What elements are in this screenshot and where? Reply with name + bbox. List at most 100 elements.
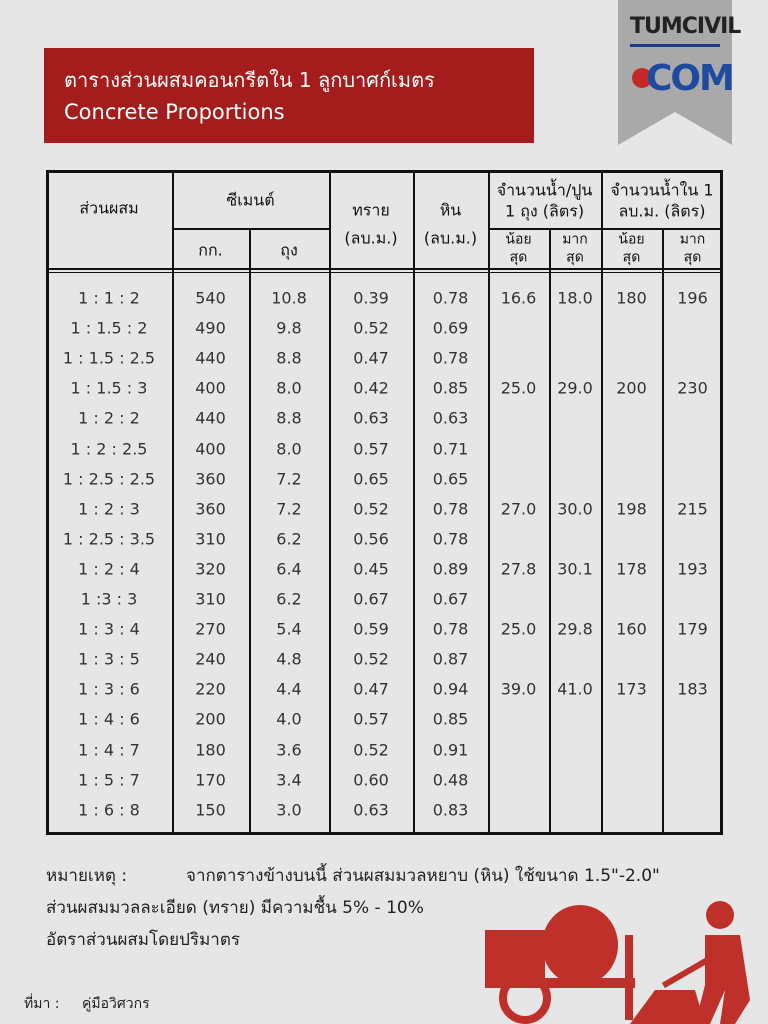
- table-cell: 240: [195, 649, 226, 669]
- mix-ratio: 1 : 6 : 8: [78, 800, 140, 820]
- table-cell: 0.78: [432, 529, 469, 549]
- table-cell: 0.57: [353, 439, 389, 458]
- title-box: ตารางส่วนผสมคอนกรีตใน 1 ลูกบาศก์เมตร Con…: [44, 48, 534, 143]
- table-cell: 0.45: [353, 559, 389, 579]
- header-cell: จำนวนน้ำ/ปูน: [496, 180, 593, 200]
- mix-ratio: 1 : 1.5 : 2.5: [62, 348, 156, 368]
- source-label: ที่มา :: [24, 996, 60, 1012]
- table-cell: 173: [616, 679, 647, 699]
- table-cell: 27.0: [500, 499, 537, 519]
- table-rule: [601, 170, 603, 835]
- table-cell: 0.59: [353, 619, 389, 639]
- table-cell: 0.48: [432, 770, 469, 790]
- table-cell: 180: [195, 740, 226, 759]
- table-cell: 0.60: [353, 770, 389, 790]
- table-cell: 198: [616, 499, 647, 519]
- mix-ratio: 1 : 5 : 7: [78, 770, 140, 790]
- table-cell: 0.47: [353, 348, 389, 368]
- table-cell: 193: [677, 559, 708, 579]
- header-cell: กก.: [198, 240, 223, 260]
- table-rule: [488, 170, 490, 835]
- table-cell: 0.67: [353, 589, 389, 609]
- table-cell: 3.4: [276, 770, 302, 790]
- mix-ratio: 1 : 2 : 2: [78, 408, 140, 428]
- table-cell: 25.0: [500, 378, 537, 398]
- table-cell: 0.85: [432, 378, 469, 398]
- header-cell: จำนวนน้ำใน 1: [610, 180, 714, 200]
- table-cell: 7.2: [276, 469, 302, 489]
- table-cell: 0.63: [432, 408, 469, 428]
- table-cell: 8.0: [276, 378, 302, 398]
- table-cell: 0.47: [353, 679, 389, 699]
- table-cell: 160: [616, 619, 647, 639]
- table: ส่วนผสม ซีเมนต์ กก. ถุง ทราย (ลบ.ม.) หิน (ลบ.ม.…: [46, 170, 723, 835]
- table-cell: 540: [195, 288, 226, 308]
- table-rule: [488, 228, 723, 230]
- mix-ratio: 1 : 3 : 6: [78, 679, 140, 699]
- table-cell: 8.8: [276, 408, 302, 428]
- table-cell: 0.94: [432, 679, 469, 699]
- table-rule: [249, 228, 251, 835]
- table-cell: 400: [195, 378, 226, 398]
- table-cell: 178: [616, 559, 647, 579]
- table-cell: 183: [677, 679, 708, 699]
- mix-ratio: 1 : 2.5 : 2.5: [62, 469, 156, 489]
- table-cell: 8.0: [276, 439, 302, 458]
- table-cell: 3.6: [276, 740, 302, 759]
- header-cell: น้อย: [505, 231, 532, 248]
- table-cell: 0.78: [432, 619, 469, 639]
- table-cell: 0.83: [432, 800, 469, 820]
- table-cell: 6.2: [276, 529, 302, 549]
- header-cell: ซีเมนต์: [226, 190, 275, 210]
- table-cell: 0.69: [432, 318, 469, 338]
- table-cell: 0.85: [432, 709, 469, 729]
- table-cell: 220: [195, 679, 226, 699]
- table-rule: [46, 268, 723, 270]
- table-cell: 5.4: [276, 619, 302, 639]
- table-cell: 180: [616, 288, 647, 308]
- table-cell: 0.78: [432, 499, 469, 519]
- mix-ratio: 1 :3 : 3: [80, 589, 138, 609]
- table-cell: 30.0: [557, 499, 593, 519]
- header-cell: สุด: [509, 249, 528, 266]
- title-english: Concrete Proportions: [64, 100, 285, 124]
- table-cell: 0.87: [432, 649, 469, 669]
- header-cell: มาก: [562, 231, 588, 248]
- table-cell: 200: [616, 378, 647, 398]
- table-rule: [413, 170, 415, 835]
- table-cell: 400: [195, 439, 226, 458]
- table-cell: 25.0: [500, 619, 537, 639]
- table-cell: 0.65: [353, 469, 389, 489]
- table-cell: 0.52: [353, 649, 389, 669]
- table-cell: 490: [195, 318, 226, 338]
- table-cell: 0.67: [432, 589, 469, 609]
- mix-ratio: 1 : 4 : 6: [78, 709, 140, 729]
- table-cell: 10.8: [271, 288, 307, 308]
- table-cell: 0.57: [353, 709, 389, 729]
- table-cell: 179: [677, 619, 708, 639]
- mix-ratio: 1 : 1.5 : 3: [70, 378, 148, 398]
- table-cell: 6.4: [276, 559, 302, 579]
- table-cell: 0.42: [353, 378, 389, 398]
- table-cell: 41.0: [557, 679, 593, 699]
- table-rule: [172, 170, 174, 835]
- mix-ratio: 1 : 3 : 4: [78, 619, 140, 639]
- table-rule: [549, 228, 551, 835]
- table-cell: 4.8: [276, 649, 302, 669]
- table-cell: 16.6: [500, 288, 537, 308]
- table-cell: 310: [195, 589, 226, 609]
- header-cell: (ลบ.ม.): [344, 228, 398, 248]
- mix-ratio: 1 : 1.5 : 2: [70, 318, 148, 338]
- table-cell: 0.71: [432, 439, 469, 458]
- mix-ratio: 1 : 3 : 5: [78, 649, 140, 669]
- header-cell: ทราย: [352, 200, 390, 220]
- table-cell: 0.39: [353, 288, 389, 308]
- table-cell: 170: [195, 770, 226, 790]
- table-cell: 0.91: [432, 740, 469, 759]
- table-cell: 0.78: [432, 348, 469, 368]
- table-cell: 0.52: [353, 740, 389, 759]
- table-cell: 215: [677, 499, 708, 519]
- table-cell: 6.2: [276, 589, 302, 609]
- header-cell: 1 ถุง (ลิตร): [504, 201, 585, 221]
